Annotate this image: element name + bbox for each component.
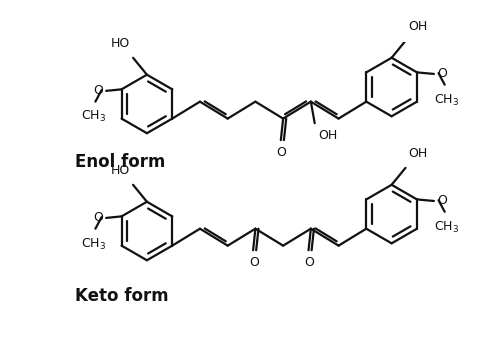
Text: HO: HO <box>110 164 130 177</box>
Text: CH$_3$: CH$_3$ <box>434 220 459 234</box>
Text: O: O <box>93 211 103 224</box>
Text: CH$_3$: CH$_3$ <box>82 109 106 125</box>
Text: O: O <box>437 67 447 80</box>
Text: O: O <box>93 84 103 97</box>
Text: CH$_3$: CH$_3$ <box>434 92 459 108</box>
Text: O: O <box>249 256 259 269</box>
Text: OH: OH <box>408 20 428 33</box>
Text: O: O <box>276 146 286 159</box>
Text: O: O <box>437 194 447 207</box>
Text: Enol form: Enol form <box>74 153 165 171</box>
Text: CH$_3$: CH$_3$ <box>82 237 106 251</box>
Text: OH: OH <box>318 129 338 142</box>
Text: Keto form: Keto form <box>74 287 168 305</box>
Text: HO: HO <box>110 37 130 50</box>
Text: OH: OH <box>408 147 428 160</box>
Text: O: O <box>304 256 314 269</box>
